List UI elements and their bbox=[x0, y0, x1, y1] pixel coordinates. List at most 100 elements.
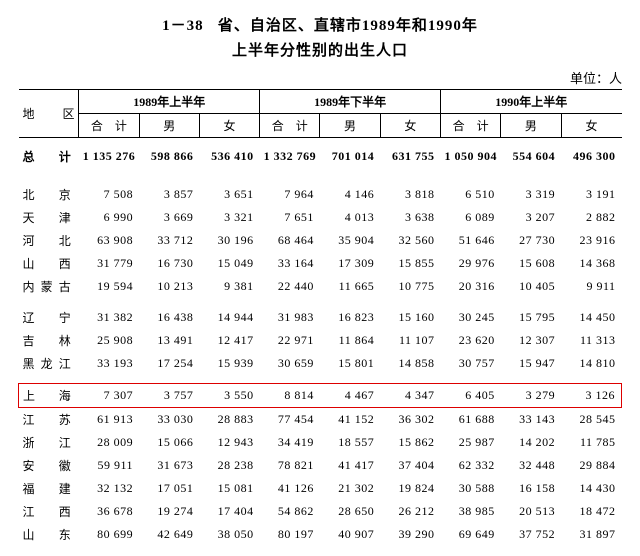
data-cell: 3 279 bbox=[501, 384, 561, 408]
data-cell: 41 417 bbox=[320, 454, 380, 477]
data-cell: 38 050 bbox=[199, 523, 259, 546]
region-cell: 辽 宁 bbox=[19, 306, 79, 329]
data-cell: 11 107 bbox=[380, 329, 440, 352]
table-row: 山 西 31 77916 73015 04933 16417 30915 855… bbox=[19, 252, 622, 275]
data-cell: 36 302 bbox=[380, 408, 440, 432]
data-cell: 15 081 bbox=[199, 477, 259, 500]
data-cell: 39 290 bbox=[380, 523, 440, 546]
data-cell: 14 430 bbox=[561, 477, 621, 500]
table-row: 内蒙古 19 59410 2139 38122 44011 66510 7752… bbox=[19, 275, 622, 298]
data-cell: 7 964 bbox=[260, 183, 320, 206]
data-cell: 10 405 bbox=[501, 275, 561, 298]
data-cell: 3 857 bbox=[139, 183, 199, 206]
table-row: 浙 江 28 00915 06612 94334 41918 55715 862… bbox=[19, 431, 622, 454]
region-cell: 河 北 bbox=[19, 229, 79, 252]
data-cell: 19 594 bbox=[79, 275, 139, 298]
data-cell: 30 659 bbox=[260, 352, 320, 375]
table-header: 地 区 1989年上半年 1989年下半年 1990年上半年 合 计 男 女 合… bbox=[19, 90, 622, 138]
data-cell: 80 197 bbox=[260, 523, 320, 546]
data-cell: 61 688 bbox=[441, 408, 501, 432]
data-cell: 18 472 bbox=[561, 500, 621, 523]
data-cell: 554 604 bbox=[501, 138, 561, 176]
data-cell: 4 013 bbox=[320, 206, 380, 229]
data-cell: 32 448 bbox=[501, 454, 561, 477]
data-cell: 31 983 bbox=[260, 306, 320, 329]
data-cell: 16 438 bbox=[139, 306, 199, 329]
data-cell: 4 467 bbox=[320, 384, 380, 408]
table-row: 福 建 32 13217 05115 08141 12621 30219 824… bbox=[19, 477, 622, 500]
data-cell: 14 810 bbox=[561, 352, 621, 375]
data-cell: 29 884 bbox=[561, 454, 621, 477]
table-row: 天 津 6 9903 6693 3217 6514 0133 6386 0893… bbox=[19, 206, 622, 229]
data-cell: 11 313 bbox=[561, 329, 621, 352]
header-sub: 合 计 bbox=[79, 114, 139, 138]
data-cell: 3 207 bbox=[501, 206, 561, 229]
data-cell: 6 990 bbox=[79, 206, 139, 229]
data-cell: 42 649 bbox=[139, 523, 199, 546]
data-cell: 51 646 bbox=[441, 229, 501, 252]
data-cell: 29 976 bbox=[441, 252, 501, 275]
data-cell: 7 508 bbox=[79, 183, 139, 206]
data-cell: 14 944 bbox=[199, 306, 259, 329]
data-cell: 22 440 bbox=[260, 275, 320, 298]
data-cell: 17 254 bbox=[139, 352, 199, 375]
data-cell: 23 916 bbox=[561, 229, 621, 252]
data-cell: 536 410 bbox=[199, 138, 259, 176]
data-cell: 14 368 bbox=[561, 252, 621, 275]
data-cell: 3 638 bbox=[380, 206, 440, 229]
data-cell: 28 650 bbox=[320, 500, 380, 523]
region-cell: 福 建 bbox=[19, 477, 79, 500]
data-cell: 20 316 bbox=[441, 275, 501, 298]
data-cell: 32 560 bbox=[380, 229, 440, 252]
data-cell: 17 051 bbox=[139, 477, 199, 500]
data-cell: 15 862 bbox=[380, 431, 440, 454]
data-cell: 28 883 bbox=[199, 408, 259, 432]
table-row: 吉 林 25 90813 49112 41722 97111 86411 107… bbox=[19, 329, 622, 352]
data-cell: 16 158 bbox=[501, 477, 561, 500]
data-cell: 18 557 bbox=[320, 431, 380, 454]
table-row: 江 西 36 67819 27417 40454 86228 65026 212… bbox=[19, 500, 622, 523]
data-cell: 68 464 bbox=[260, 229, 320, 252]
data-cell: 16 730 bbox=[139, 252, 199, 275]
data-cell: 14 450 bbox=[561, 306, 621, 329]
data-cell: 20 513 bbox=[501, 500, 561, 523]
data-cell: 54 862 bbox=[260, 500, 320, 523]
data-cell: 15 795 bbox=[501, 306, 561, 329]
table-number: 1－38 bbox=[162, 18, 204, 34]
data-cell: 10 213 bbox=[139, 275, 199, 298]
data-cell: 1 050 904 bbox=[441, 138, 501, 176]
data-cell: 16 823 bbox=[320, 306, 380, 329]
data-cell: 17 309 bbox=[320, 252, 380, 275]
data-cell: 63 908 bbox=[79, 229, 139, 252]
data-cell: 33 143 bbox=[501, 408, 561, 432]
region-cell: 江 苏 bbox=[19, 408, 79, 432]
data-cell: 78 821 bbox=[260, 454, 320, 477]
data-cell: 12 307 bbox=[501, 329, 561, 352]
header-sub: 男 bbox=[320, 114, 380, 138]
data-cell: 25 987 bbox=[441, 431, 501, 454]
region-cell: 山 东 bbox=[19, 523, 79, 546]
data-cell: 7 307 bbox=[79, 384, 139, 408]
data-cell: 3 757 bbox=[139, 384, 199, 408]
data-cell: 13 491 bbox=[139, 329, 199, 352]
data-cell: 35 904 bbox=[320, 229, 380, 252]
table-row: 江 苏 61 91333 03028 88377 45441 15236 302… bbox=[19, 408, 622, 432]
data-cell: 598 866 bbox=[139, 138, 199, 176]
table-row: 上 海 7 3073 7573 5508 8144 4674 3476 4053… bbox=[19, 384, 622, 408]
data-cell: 30 245 bbox=[441, 306, 501, 329]
gap-row bbox=[19, 298, 622, 306]
data-cell: 27 730 bbox=[501, 229, 561, 252]
region-cell: 吉 林 bbox=[19, 329, 79, 352]
data-cell: 28 009 bbox=[79, 431, 139, 454]
header-sub: 合 计 bbox=[441, 114, 501, 138]
data-cell: 3 818 bbox=[380, 183, 440, 206]
data-cell: 15 947 bbox=[501, 352, 561, 375]
title-line-2: 上半年分性别的出生人口 bbox=[18, 39, 622, 60]
data-cell: 69 649 bbox=[441, 523, 501, 546]
data-cell: 14 202 bbox=[501, 431, 561, 454]
header-group-3: 1990年上半年 bbox=[441, 90, 622, 114]
data-cell: 3 191 bbox=[561, 183, 621, 206]
table-row: 黑龙江 33 19317 25415 93930 65915 80114 858… bbox=[19, 352, 622, 375]
data-cell: 26 212 bbox=[380, 500, 440, 523]
data-cell: 80 699 bbox=[79, 523, 139, 546]
